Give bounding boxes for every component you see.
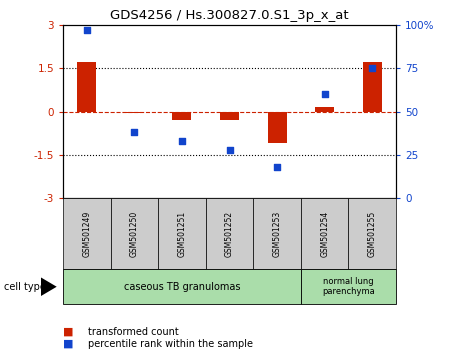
Bar (125, 112, 144, 113)
Bar (172, 112, 191, 120)
Bar (315, 107, 334, 112)
Bar (158, 198, 206, 269)
Bar (348, 198, 396, 269)
Text: ■: ■ (63, 327, 73, 337)
Text: percentile rank within the sample: percentile rank within the sample (88, 339, 253, 349)
Bar (301, 269, 396, 304)
Bar (253, 198, 301, 269)
Bar (77, 62, 96, 112)
Bar (220, 112, 239, 120)
Text: GSM501253: GSM501253 (273, 211, 282, 257)
Bar (63, 269, 301, 304)
Text: GSM501254: GSM501254 (320, 211, 329, 257)
Bar (206, 198, 253, 269)
Text: GSM501249: GSM501249 (82, 211, 91, 257)
Bar (363, 62, 382, 112)
Polygon shape (40, 277, 57, 296)
Text: GSM501255: GSM501255 (368, 211, 377, 257)
Point (178, 138, 185, 144)
Text: GSM501251: GSM501251 (177, 211, 186, 257)
Text: GSM501250: GSM501250 (130, 211, 139, 257)
Point (131, 130, 138, 135)
Bar (301, 198, 348, 269)
Point (369, 65, 376, 71)
Text: ■: ■ (63, 339, 73, 349)
Point (83, 27, 90, 33)
Text: cell type: cell type (4, 282, 46, 292)
Bar (111, 198, 158, 269)
Point (226, 147, 233, 153)
Point (274, 164, 281, 170)
Bar (63, 198, 111, 269)
Text: GSM501252: GSM501252 (225, 211, 234, 257)
Text: transformed count: transformed count (88, 327, 179, 337)
Bar (268, 112, 287, 143)
Title: GDS4256 / Hs.300827.0.S1_3p_x_at: GDS4256 / Hs.300827.0.S1_3p_x_at (110, 9, 349, 22)
Text: normal lung
parenchyma: normal lung parenchyma (322, 277, 375, 296)
Point (321, 91, 328, 97)
Text: caseous TB granulomas: caseous TB granulomas (124, 282, 240, 292)
